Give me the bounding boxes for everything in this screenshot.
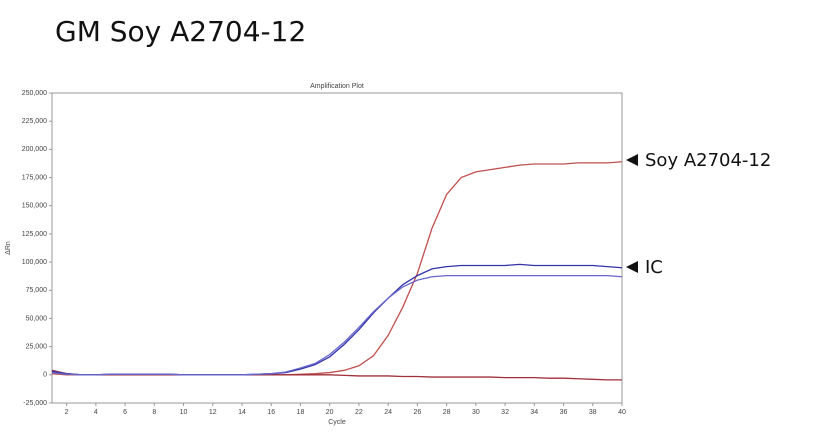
y-tick-label: 75,000 [26,287,48,294]
y-tick-label: 200,000 [22,146,47,153]
x-tick-label: 34 [530,409,538,416]
x-tick-label: 2 [65,409,69,416]
x-tick-label: 18 [297,409,305,416]
y-tick-label: 0 [43,372,47,379]
plot-frame [51,92,623,404]
y-tick-label: 25,000 [26,343,48,350]
x-tick-label: 12 [209,409,217,416]
y-tick-label: 50,000 [26,315,48,322]
x-tick-label: 40 [618,409,626,416]
series-line [51,263,623,376]
y-tick-label: -25,000 [23,400,47,407]
y-axis-label: ΔRn [5,241,12,255]
y-tick-label: 125,000 [22,231,47,238]
x-tick-label: 14 [238,409,246,416]
x-tick-label: 16 [267,409,275,416]
x-tick-label: 28 [443,409,451,416]
x-tick-label: 20 [326,409,334,416]
y-tick-label: 225,000 [22,118,47,125]
x-axis-label: Cycle [328,419,346,426]
annotation: IC [645,257,663,278]
y-tick-label: 175,000 [22,174,47,181]
x-tick-label: 4 [94,409,98,416]
annotation: Soy A2704-12 [645,150,771,171]
x-tick-label: 32 [501,409,509,416]
x-tick-label: 36 [560,409,568,416]
x-tick-label: 24 [384,409,392,416]
chart-title: Amplification Plot [310,83,364,90]
arrow-icon [626,154,638,166]
x-tick-label: 26 [413,409,421,416]
arrow-icon [626,261,638,273]
page-title: GM Soy A2704-12 [55,15,306,48]
series-line [51,274,623,376]
x-tick-label: 30 [472,409,480,416]
x-tick-label: 38 [589,409,597,416]
y-tick-label: 150,000 [22,203,47,210]
series-line [51,161,623,376]
x-tick-label: 10 [180,409,188,416]
x-tick-label: 6 [123,409,127,416]
x-tick-label: 22 [355,409,363,416]
y-tick-label: 100,000 [22,259,47,266]
x-tick-label: 8 [152,409,156,416]
y-tick-label: 250,000 [22,90,47,97]
